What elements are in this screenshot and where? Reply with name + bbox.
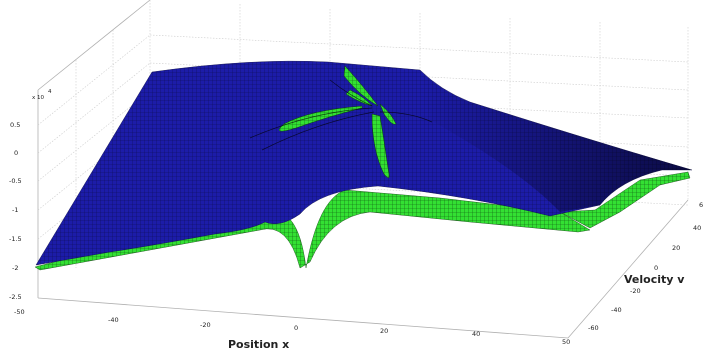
z-tick-label: -2.5	[9, 293, 22, 301]
y-tick-label: -20	[630, 287, 641, 295]
z-tick-label: 0	[14, 149, 18, 157]
z-tick-label: -0.5	[9, 177, 22, 185]
x-axis-ticks: -50 -40 -20 0 20 40 50	[14, 308, 570, 346]
x-tick-label: 0	[294, 324, 298, 332]
y-tick-label: -40	[611, 306, 622, 314]
lower-surface	[34, 189, 591, 271]
x-tick-label: -40	[108, 316, 119, 324]
y-axis-ticks: 6 40 20 0 -20 -40 -60	[588, 201, 703, 332]
x-tick-label: 50	[562, 338, 570, 346]
y-tick-label: 20	[672, 244, 680, 252]
z-tick-label: -1	[12, 206, 18, 214]
grid-lines	[37, 0, 689, 269]
x-tick-label: -50	[14, 308, 25, 316]
z-axis-ticks: 0.5 0 -0.5 -1 -1.5 -2 -2.5 x 10 4	[9, 89, 52, 301]
x-tick-label: 40	[472, 330, 480, 338]
z-tick-label: -1.5	[9, 235, 22, 243]
lower-surface-right-rim	[559, 171, 691, 229]
y-tick-label: 40	[693, 224, 701, 232]
y-axis-title: Velocity v	[624, 273, 685, 286]
green-petals	[278, 65, 397, 179]
z-multiplier: x 10	[32, 95, 45, 101]
z-multiplier-exponent: 4	[48, 89, 52, 95]
surface-layers	[34, 60, 693, 271]
x-tick-label: -20	[200, 321, 211, 329]
z-tick-label: 0.5	[10, 121, 20, 129]
y-tick-label: 6	[699, 201, 703, 209]
x-axis-title: Position x	[228, 338, 289, 351]
upper-surface-shadow	[420, 70, 692, 212]
z-tick-label: -2	[12, 264, 18, 272]
upper-surface	[35, 60, 693, 266]
x-tick-label: 20	[380, 327, 388, 335]
y-tick-label: -60	[588, 324, 599, 332]
y-tick-label: 0	[654, 264, 658, 272]
center-swirl	[249, 79, 433, 151]
